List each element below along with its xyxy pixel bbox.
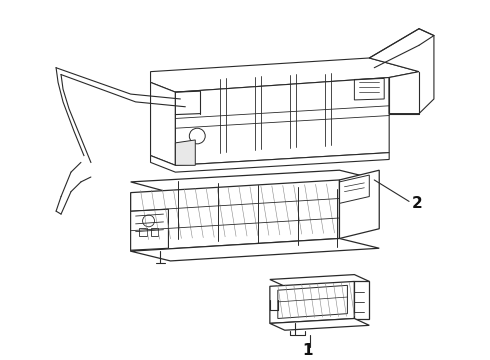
Polygon shape	[131, 238, 379, 261]
Polygon shape	[131, 180, 340, 251]
Polygon shape	[175, 140, 196, 165]
Polygon shape	[270, 319, 369, 330]
Polygon shape	[354, 282, 369, 319]
Polygon shape	[131, 209, 169, 250]
Polygon shape	[270, 275, 369, 286]
Polygon shape	[369, 29, 434, 114]
Bar	[139, 228, 147, 235]
Polygon shape	[150, 82, 175, 165]
Bar	[150, 228, 158, 235]
Polygon shape	[340, 170, 379, 238]
Polygon shape	[131, 170, 379, 193]
Polygon shape	[175, 77, 389, 165]
Text: 1: 1	[302, 343, 313, 358]
Polygon shape	[150, 153, 389, 172]
Polygon shape	[150, 58, 419, 92]
Text: 2: 2	[412, 196, 423, 211]
Polygon shape	[270, 282, 354, 323]
